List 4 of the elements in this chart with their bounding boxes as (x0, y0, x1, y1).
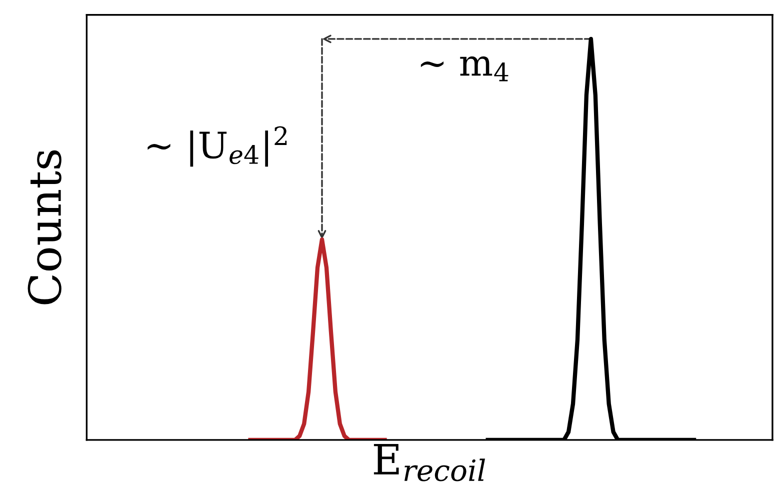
annotation: ∼ m$_{4}$ (420, 56, 508, 82)
x-axis-title: E$_{recoil}$ (374, 444, 486, 482)
y-axis-title: Counts (28, 150, 62, 304)
annotation: ∼ |U$_{e4}$|$^{2}$ (148, 126, 287, 167)
